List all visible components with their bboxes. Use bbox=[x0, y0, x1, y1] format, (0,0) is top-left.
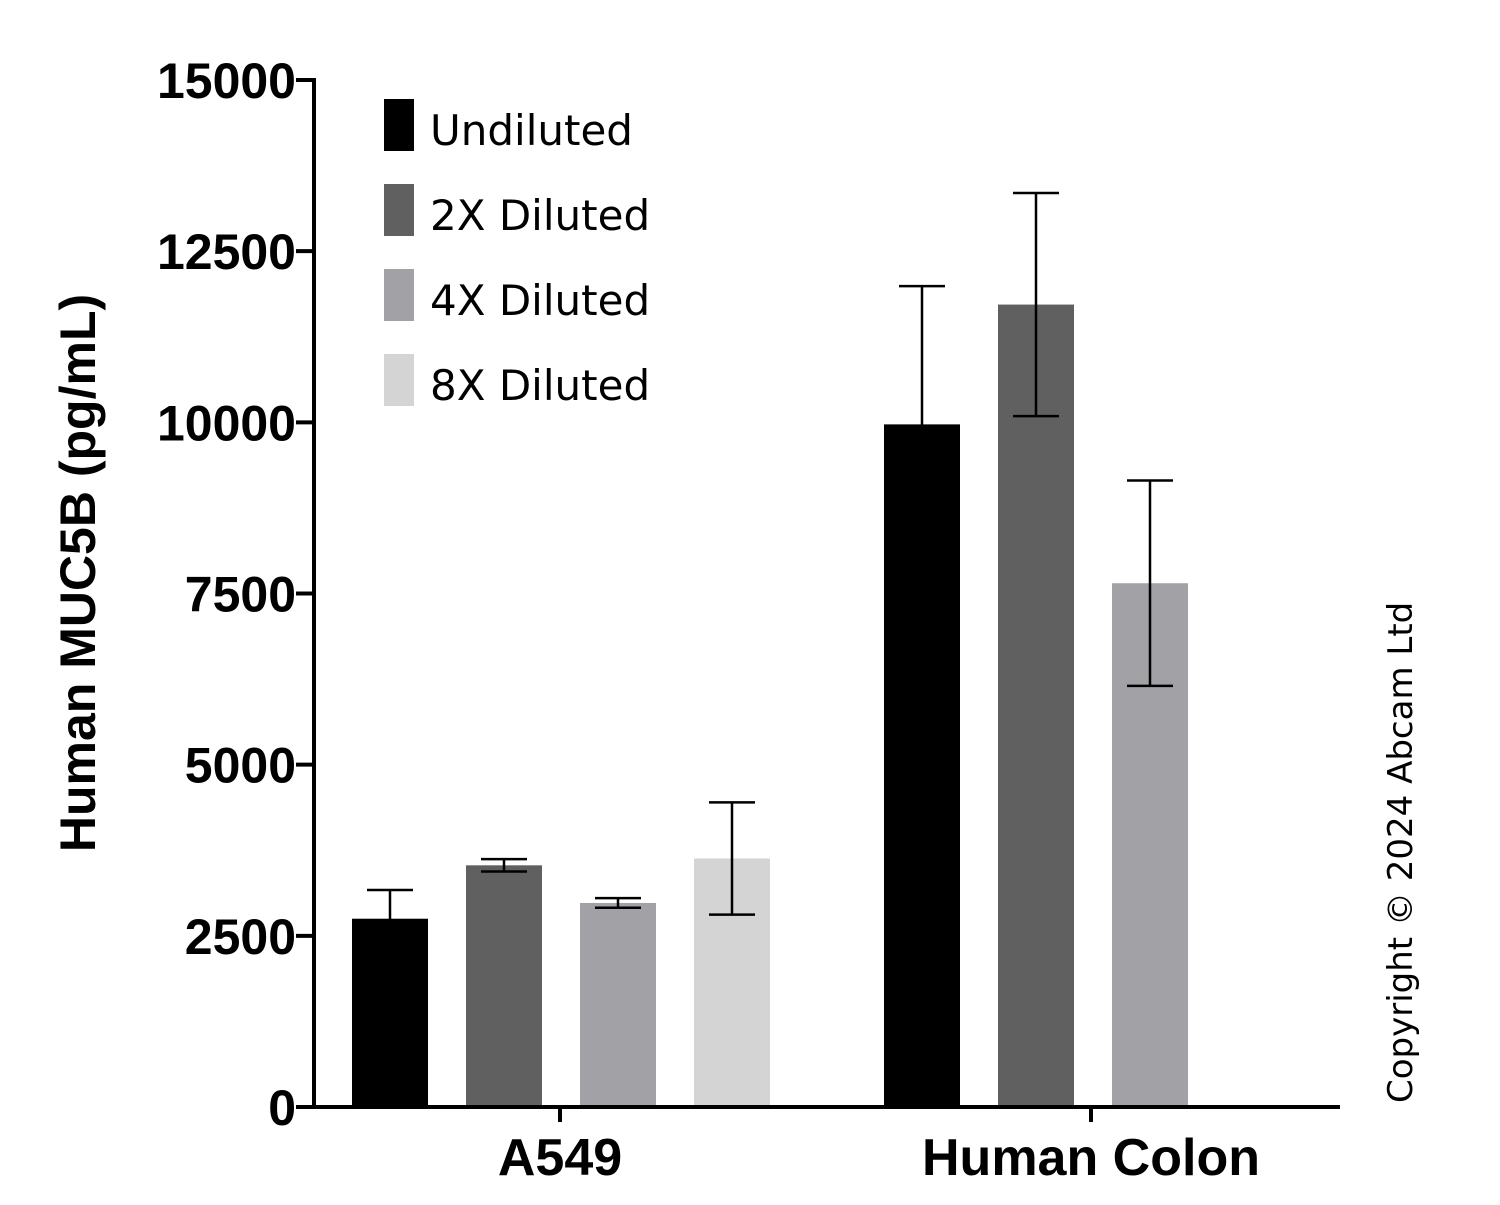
bar bbox=[466, 865, 542, 1107]
legend-label: 4X Diluted bbox=[430, 276, 650, 325]
bar-series bbox=[352, 304, 1188, 1107]
legend-label: 2X Diluted bbox=[430, 191, 650, 240]
legend-swatch bbox=[384, 99, 414, 151]
y-tick-label: 12500 bbox=[157, 224, 296, 280]
legend-swatch bbox=[384, 184, 414, 236]
legend-swatch bbox=[384, 354, 414, 406]
legend-swatch bbox=[384, 269, 414, 321]
y-tick-label: 7500 bbox=[185, 567, 296, 623]
legend-label: 8X Diluted bbox=[430, 361, 650, 410]
x-category-label: A549 bbox=[498, 1129, 622, 1187]
bar bbox=[580, 902, 656, 1107]
y-tick-label: 15000 bbox=[157, 53, 296, 109]
bar bbox=[352, 918, 428, 1107]
y-tick-label: 10000 bbox=[157, 395, 296, 451]
legend-label: Undiluted bbox=[430, 106, 633, 155]
x-category-label: Human Colon bbox=[922, 1129, 1260, 1187]
copyright-text: Copyright © 2024 Abcam Ltd bbox=[1381, 602, 1421, 1103]
bar bbox=[998, 304, 1074, 1107]
y-tick-label: 2500 bbox=[185, 909, 296, 965]
x-axis-labels: A549 Human Colon bbox=[498, 1107, 1260, 1187]
y-tick-label: 0 bbox=[268, 1080, 296, 1136]
legend: Undiluted 2X Diluted 4X Diluted 8X Diluted bbox=[384, 99, 650, 410]
y-axis-title: Human MUC5B (pg/mL) bbox=[50, 294, 106, 852]
error-bars bbox=[367, 191, 1173, 949]
y-axis-ticks: 0 2500 5000 7500 10000 12500 15000 bbox=[157, 53, 314, 1136]
y-tick-label: 5000 bbox=[185, 738, 296, 794]
